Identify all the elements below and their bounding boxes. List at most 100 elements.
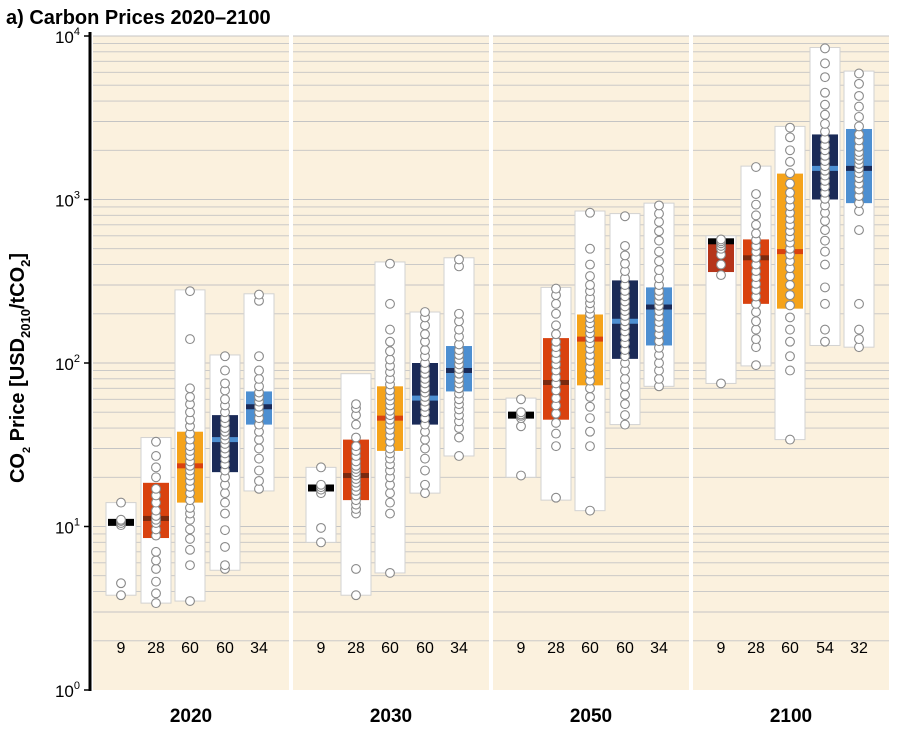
data-point xyxy=(620,211,630,222)
data-point xyxy=(151,505,161,516)
data-point xyxy=(254,365,264,376)
data-point xyxy=(420,345,430,356)
y-axis-label-mid: Price [USD xyxy=(7,338,29,447)
data-point xyxy=(820,282,830,293)
data-point xyxy=(854,111,864,122)
data-point xyxy=(185,544,195,555)
data-point xyxy=(420,443,430,454)
data-point xyxy=(385,346,395,357)
data-point xyxy=(716,234,726,245)
data-point xyxy=(820,324,830,335)
y-tick-base: 10 xyxy=(55,28,74,47)
box-2020-3: 60 xyxy=(174,286,206,657)
data-point xyxy=(854,225,864,236)
y-axis-label-prefix: CO xyxy=(7,453,29,483)
data-point xyxy=(785,168,795,179)
panel-2020: 9 28 60 60 34 2020 xyxy=(93,35,289,727)
y-axis-label-mid2: /tCO xyxy=(7,267,29,309)
data-point xyxy=(551,320,561,331)
data-point xyxy=(454,451,464,461)
y-axis-label: CO2 Price [USD2010/tCO2] xyxy=(7,253,33,483)
data-point xyxy=(716,259,726,270)
count-label: 28 xyxy=(347,640,365,657)
data-point xyxy=(185,383,195,394)
data-point xyxy=(316,479,326,490)
year-label: 2050 xyxy=(570,706,612,727)
data-point xyxy=(516,407,526,418)
data-point xyxy=(516,394,526,405)
data-point xyxy=(151,472,161,483)
box-2030-5: 34 xyxy=(443,254,475,657)
box-2030-3: 60 xyxy=(374,258,406,657)
count-label: 60 xyxy=(181,640,199,657)
data-point xyxy=(820,336,830,347)
data-point xyxy=(185,524,195,535)
y-tick-exp: 4 xyxy=(74,26,80,38)
count-label: 60 xyxy=(416,640,434,657)
data-point xyxy=(751,210,761,221)
data-point xyxy=(620,373,630,384)
data-point xyxy=(785,122,795,133)
data-point xyxy=(751,360,761,371)
data-point xyxy=(454,308,464,319)
data-point xyxy=(654,208,664,219)
data-point xyxy=(151,576,161,587)
data-point xyxy=(820,109,830,120)
box-2020-2: 28 xyxy=(140,436,172,657)
y-tick-label: 102 xyxy=(55,353,80,374)
box-2050-4: 60 xyxy=(609,211,641,657)
data-point xyxy=(585,413,595,424)
data-point xyxy=(785,145,795,156)
data-point xyxy=(820,298,830,309)
box-2050-1: 9 xyxy=(505,394,537,657)
y-tick-label: 103 xyxy=(55,190,80,211)
data-point xyxy=(516,421,526,432)
data-point xyxy=(220,497,230,508)
data-point xyxy=(151,436,161,447)
data-point xyxy=(454,432,464,443)
data-point xyxy=(751,219,761,230)
y-axis-label-sub2: 2010 xyxy=(18,309,33,338)
data-point xyxy=(751,342,761,353)
box-2100-1: 9 xyxy=(705,234,737,657)
data-point xyxy=(551,428,561,439)
data-point xyxy=(351,432,361,443)
data-point xyxy=(220,488,230,499)
data-point xyxy=(820,225,830,236)
data-point xyxy=(654,226,664,237)
data-point xyxy=(254,351,264,362)
data-point xyxy=(351,441,361,452)
data-point xyxy=(585,401,595,412)
data-point xyxy=(854,121,864,132)
data-point xyxy=(820,58,830,69)
data-point xyxy=(454,324,464,335)
data-point xyxy=(820,215,830,226)
data-point xyxy=(620,389,630,400)
box-2100-2: 28 xyxy=(740,162,772,657)
count-label: 34 xyxy=(450,640,468,657)
data-point xyxy=(151,451,161,461)
data-point xyxy=(854,324,864,335)
data-point xyxy=(454,254,464,265)
year-label: 2100 xyxy=(770,706,812,727)
count-label: 60 xyxy=(581,640,599,657)
data-point xyxy=(254,443,264,454)
count-label: 9 xyxy=(117,640,126,657)
data-point xyxy=(785,300,795,311)
y-tick-base: 10 xyxy=(55,519,74,538)
data-point xyxy=(185,560,195,571)
data-point xyxy=(751,199,761,210)
data-point xyxy=(551,329,561,340)
data-point xyxy=(585,280,595,290)
box-2050-3: 60 xyxy=(574,207,606,657)
data-point xyxy=(254,373,264,384)
data-point xyxy=(151,546,161,557)
count-label: 60 xyxy=(216,640,234,657)
data-point xyxy=(751,228,761,239)
chart-title: a) Carbon Prices 2020–2100 xyxy=(6,7,271,29)
data-point xyxy=(854,129,864,140)
data-point xyxy=(551,283,561,294)
data-point xyxy=(820,72,830,83)
